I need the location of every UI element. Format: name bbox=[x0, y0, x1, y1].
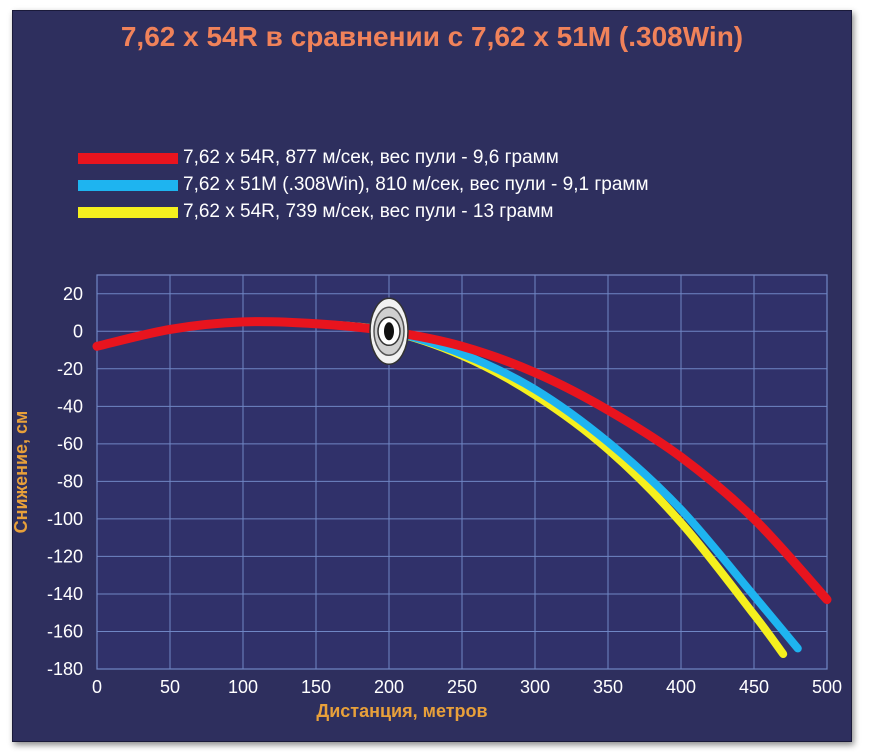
x-tick-label: 100 bbox=[228, 677, 258, 697]
x-tick-label: 200 bbox=[374, 677, 404, 697]
x-tick-label: 350 bbox=[593, 677, 623, 697]
y-tick-label: -60 bbox=[57, 434, 83, 454]
y-tick-label: -160 bbox=[47, 621, 83, 641]
chart-frame: 7,62 x 54R в сравнении с 7,62 x 51M (.30… bbox=[12, 10, 852, 742]
y-tick-label: -140 bbox=[47, 584, 83, 604]
series-line-red bbox=[92, 317, 832, 605]
legend-swatch bbox=[78, 179, 178, 191]
x-tick-label: 250 bbox=[447, 677, 477, 697]
x-axis-title: Дистанция, метров bbox=[316, 701, 487, 721]
legend-label: 7,62 x 54R, 739 м/сек, вес пули - 13 гра… bbox=[183, 201, 554, 222]
y-tick-label: -20 bbox=[57, 359, 83, 379]
x-tick-label: 300 bbox=[520, 677, 550, 697]
x-tick-label: 50 bbox=[160, 677, 180, 697]
y-axis-title: Снижение, см bbox=[13, 411, 31, 534]
y-tick-label: -120 bbox=[47, 546, 83, 566]
y-tick-label: -80 bbox=[57, 471, 83, 491]
y-tick-label: -100 bbox=[47, 509, 83, 529]
legend-item: 7,62 x 51M (.308Win), 810 м/сек, вес пул… bbox=[78, 172, 649, 198]
plot-area: 0 50 100 150 200 250 300 350 400 450 500200-20-40-… bbox=[13, 274, 842, 721]
y-tick-label: -180 bbox=[47, 659, 83, 679]
legend-swatch bbox=[78, 206, 178, 218]
x-tick-label: 150 bbox=[301, 677, 331, 697]
legend-label: 7,62 x 51M (.308Win), 810 м/сек, вес пул… bbox=[183, 174, 649, 195]
y-tick-label: -40 bbox=[57, 396, 83, 416]
legend-label: 7,62 x 54R, 877 м/сек, вес пули - 9,6 гр… bbox=[183, 147, 559, 168]
chart-title: 7,62 x 54R в сравнении с 7,62 x 51M (.30… bbox=[120, 21, 744, 52]
x-tick-label: 450 bbox=[739, 677, 769, 697]
x-tick-label: 0 bbox=[92, 677, 102, 697]
legend-swatch bbox=[78, 152, 178, 164]
legend-item: 7,62 x 54R, 739 м/сек, вес пули - 13 гра… bbox=[78, 199, 554, 225]
y-tick-label: 20 bbox=[63, 284, 83, 304]
y-tick-label: 0 bbox=[73, 321, 83, 341]
x-tick-label: 400 bbox=[666, 677, 696, 697]
x-tick-label: 500 bbox=[812, 677, 842, 697]
legend-item: 7,62 x 54R, 877 м/сек, вес пули - 9,6 гр… bbox=[78, 145, 559, 171]
target-icon bbox=[369, 297, 409, 366]
